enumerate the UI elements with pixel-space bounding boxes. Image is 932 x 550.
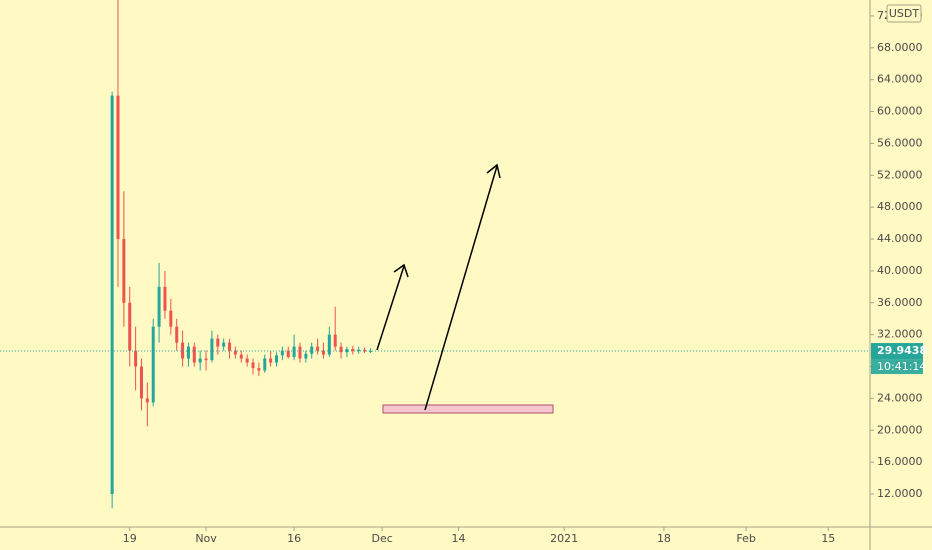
candle-body (245, 358, 249, 363)
candle-body (269, 358, 273, 363)
arrow-head (393, 263, 409, 278)
candle-body (151, 326, 155, 403)
x-tick-label: 19 (123, 532, 137, 545)
candle-body (280, 350, 284, 356)
candle-body (351, 348, 355, 352)
candle-body (216, 338, 220, 347)
y-tick-label: 40.0000 (877, 264, 923, 277)
arrow (424, 165, 498, 411)
candle-body (263, 358, 267, 371)
x-tick-label: Feb (736, 532, 755, 545)
candle-body (198, 358, 202, 363)
candle-body (228, 342, 232, 351)
y-tick-label: 32.0000 (877, 328, 923, 341)
y-tick-label: 68.0000 (877, 41, 923, 54)
x-tick-label: 2021 (550, 532, 578, 545)
y-tick-label: 48.0000 (877, 200, 923, 213)
candle-body (186, 346, 190, 359)
y-tick-label: 20.0000 (877, 423, 923, 436)
candle-body (368, 351, 372, 353)
candle-body (327, 334, 331, 355)
y-tick-label: 60.0000 (877, 105, 923, 118)
y-tick-label: 52.0000 (877, 168, 923, 181)
candle-body (292, 346, 296, 357)
countdown-label: 10:41:14 (877, 360, 926, 373)
currency-label: USDT (889, 7, 920, 20)
candle-body (122, 239, 126, 303)
last-price-label: 29.9438 (877, 344, 927, 357)
candle-body (286, 350, 290, 357)
y-tick-label: 12.0000 (877, 487, 923, 500)
candle-body (304, 353, 308, 359)
candle-body (310, 346, 314, 354)
y-tick-label: 36.0000 (877, 296, 923, 309)
candle-body (339, 346, 343, 353)
x-tick-label: 18 (657, 532, 671, 545)
x-tick-label: 14 (451, 532, 465, 545)
candle-body (175, 326, 179, 343)
candle-body (139, 366, 143, 399)
x-tick-label: 15 (821, 532, 835, 545)
y-tick-label: 24.0000 (877, 391, 923, 404)
y-tick-label: 16.0000 (877, 455, 923, 468)
currency-box (886, 4, 922, 23)
candle-body (345, 348, 349, 353)
candle-body (210, 338, 214, 361)
candle-body (274, 355, 278, 363)
candle-body (321, 350, 325, 355)
arrow-head (486, 163, 501, 179)
arrow (376, 265, 405, 351)
candle-body (145, 398, 149, 403)
candle-body (333, 334, 337, 347)
last-price-box (871, 343, 923, 360)
zone-box (382, 404, 554, 414)
candle-body (134, 350, 138, 367)
drawings (376, 163, 554, 414)
x-tick-label: Nov (195, 532, 217, 545)
candle-body (128, 302, 132, 351)
candle-body (298, 346, 302, 359)
candle-body (251, 362, 255, 369)
plot-area (0, 0, 870, 509)
y-tick-label: 44.0000 (877, 232, 923, 245)
candle-body (192, 346, 196, 363)
candle-body (233, 350, 237, 355)
candle-body (316, 346, 320, 351)
y-tick-label: 64.0000 (877, 73, 923, 86)
candle-body (363, 349, 367, 352)
candle-body (169, 310, 173, 327)
candle-body (157, 286, 161, 327)
candle-body (204, 358, 208, 361)
y-tick-label: 56.0000 (877, 136, 923, 149)
candle-body (116, 95, 120, 240)
x-tick-label: 16 (287, 532, 301, 545)
candle-body (163, 286, 167, 311)
candle-body (357, 349, 361, 352)
candle-body (110, 95, 114, 495)
x-tick-label: Dec (372, 532, 393, 545)
candle-body (181, 342, 185, 359)
countdown-box (871, 359, 923, 375)
candle-body (222, 342, 226, 347)
candle-body (257, 368, 261, 371)
candle-body (239, 354, 243, 359)
